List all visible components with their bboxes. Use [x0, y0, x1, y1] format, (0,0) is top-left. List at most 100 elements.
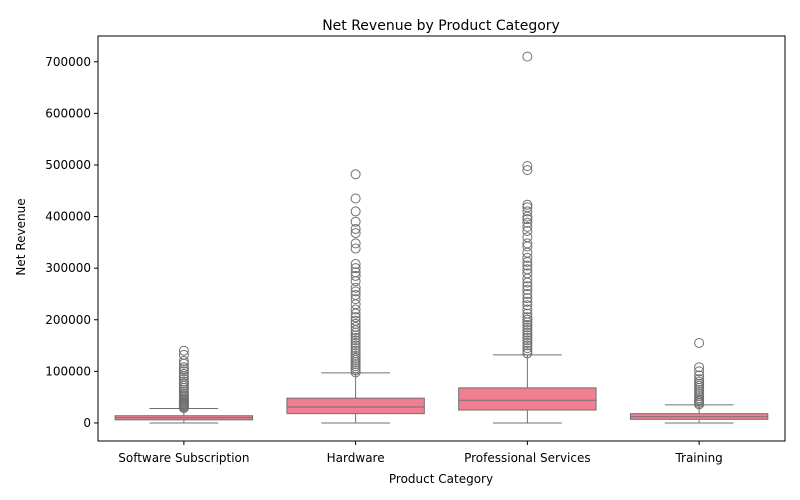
outlier-point [350, 340, 361, 351]
outlier-point [522, 281, 533, 292]
outlier-point [350, 330, 361, 341]
outlier-point [350, 238, 361, 249]
y-tick-label: 300000 [45, 261, 91, 275]
outlier-point [350, 312, 361, 323]
outlier-point [350, 332, 361, 343]
outlier-point [350, 337, 361, 348]
outlier-point [350, 243, 361, 254]
outlier-point [178, 368, 189, 379]
x-tick-label: Hardware [327, 451, 385, 465]
outlier-point [350, 348, 361, 359]
y-tick-label: 0 [83, 416, 91, 430]
outlier-point [522, 319, 533, 330]
outlier-point [522, 217, 533, 228]
outlier-point [522, 343, 533, 354]
outlier-point [522, 304, 533, 315]
y-axis-label: Net Revenue [14, 198, 28, 275]
outlier-point [350, 276, 361, 287]
outlier-point [350, 345, 361, 356]
outlier-point [350, 318, 361, 329]
outlier-point [522, 206, 533, 217]
x-tick-label: Training [674, 451, 722, 465]
outlier-point [350, 228, 361, 239]
chart-title: Net Revenue by Product Category [322, 18, 560, 34]
outlier-point [522, 330, 533, 341]
outlier-point [350, 304, 361, 315]
outlier-point [522, 288, 533, 299]
plot-frame [97, 35, 786, 442]
outlier-point [522, 202, 533, 213]
outlier-point [522, 293, 533, 304]
outlier-point [522, 327, 533, 338]
outlier-point [522, 260, 533, 271]
outlier-point [522, 345, 533, 356]
outlier-point [522, 296, 533, 307]
outlier-point [350, 169, 361, 180]
y-tick-label: 100000 [45, 364, 91, 378]
y-tick-label: 600000 [45, 106, 91, 120]
outlier-point [350, 286, 361, 297]
outlier-point [350, 350, 361, 361]
outlier-point [350, 267, 361, 278]
outlier-point [178, 362, 189, 373]
outlier-point [522, 199, 533, 210]
outlier-point [522, 335, 533, 346]
y-tick-label: 500000 [45, 158, 91, 172]
outlier-point [522, 322, 533, 333]
outlier-point [522, 308, 533, 319]
outlier-point [522, 264, 533, 275]
outlier-point [350, 263, 361, 274]
outlier-point [350, 216, 361, 227]
outlier-point [350, 343, 361, 354]
y-tick-label: 400000 [45, 210, 91, 224]
outlier-point [522, 232, 533, 243]
y-tick-label: 700000 [45, 55, 91, 69]
outlier-point [694, 366, 705, 377]
outlier-point [350, 270, 361, 281]
outlier-point [522, 165, 533, 176]
outlier-point [350, 321, 361, 332]
outlier-point [178, 376, 189, 387]
outlier-point [178, 349, 189, 360]
outlier-point [694, 370, 705, 381]
outlier-point [350, 294, 361, 305]
outlier-point [522, 325, 533, 336]
outlier-point [522, 332, 533, 343]
outlier-point [350, 299, 361, 310]
outlier-point [522, 252, 533, 263]
outlier-point [522, 268, 533, 279]
outlier-point [350, 223, 361, 234]
outlier-point [694, 337, 705, 348]
outlier-point [694, 376, 705, 387]
outlier-point [522, 284, 533, 295]
outlier-point [350, 206, 361, 217]
outlier-point [522, 314, 533, 325]
outlier-point [522, 348, 533, 359]
outlier-point [350, 315, 361, 326]
outlier-point [522, 312, 533, 323]
outlier-point [178, 356, 189, 367]
outlier-point [522, 221, 533, 232]
outlier-point [522, 51, 533, 62]
outlier-point [522, 161, 533, 172]
outlier-point [522, 214, 533, 225]
x-tick-label: Software Subscription [118, 451, 249, 465]
plot-area: 0 100000 200000 300000 400000 500000 600000 700… [45, 35, 786, 465]
outlier-point [694, 374, 705, 385]
outlier-point [350, 289, 361, 300]
outlier-point [350, 193, 361, 204]
outlier-point [522, 226, 533, 237]
x-tick-label: Professional Services [464, 451, 591, 465]
outlier-point [350, 335, 361, 346]
outlier-point [350, 259, 361, 270]
y-tick-label: 200000 [45, 313, 91, 327]
outlier-point [178, 374, 189, 385]
iqr-box [458, 387, 597, 411]
outlier-point [694, 362, 705, 373]
outlier-point [522, 337, 533, 348]
outlier-point [350, 282, 361, 293]
x-axis-label: Product Category [389, 472, 493, 486]
outlier-point [522, 238, 533, 249]
outlier-point [522, 300, 533, 311]
